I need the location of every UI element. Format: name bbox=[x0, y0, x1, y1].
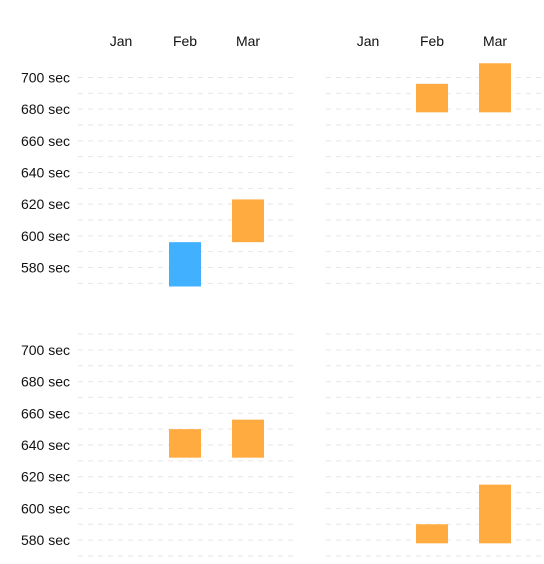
x-tick-label: Mar bbox=[236, 33, 260, 49]
bar-feb bbox=[416, 83, 448, 113]
y-tick-label: 580 sec bbox=[21, 532, 70, 548]
y-tick-label: 700 sec bbox=[21, 342, 70, 358]
x-tick-label: Jan bbox=[357, 33, 380, 49]
y-tick-label: 660 sec bbox=[21, 133, 70, 149]
bar-feb bbox=[169, 242, 201, 287]
bar-mar bbox=[232, 419, 264, 458]
chart-panel-3: 580 sec 600 sec 620 sec 640 sec 660 sec 680 s… bbox=[21, 333, 298, 557]
x-tick-label: Feb bbox=[173, 33, 197, 49]
y-tick-label: 620 sec bbox=[21, 469, 70, 485]
y-tick-label: 640 sec bbox=[21, 165, 70, 181]
bar-feb bbox=[416, 524, 448, 544]
y-tick-label: 700 sec bbox=[21, 70, 70, 86]
y-tick-label: 640 sec bbox=[21, 437, 70, 453]
y-tick-label: 600 sec bbox=[21, 500, 70, 516]
y-tick-label: 620 sec bbox=[21, 196, 70, 212]
x-tick-label: Feb bbox=[420, 33, 444, 49]
y-tick-label: 580 sec bbox=[21, 260, 70, 276]
x-tick-label: Jan bbox=[110, 33, 133, 49]
y-tick-label: 660 sec bbox=[21, 405, 70, 421]
right-column-headers: Jan Feb Mar bbox=[357, 33, 508, 49]
chart-panel-1: 580 sec 600 sec 620 sec 640 sec 660 sec 680 s… bbox=[21, 70, 298, 287]
left-column-headers: Jan Feb Mar bbox=[110, 33, 261, 49]
chart-panel-2 bbox=[326, 63, 544, 284]
y-tick-label: 600 sec bbox=[21, 228, 70, 244]
bar-mar bbox=[479, 63, 511, 113]
chart-panels: 580 sec 600 sec 620 sec 640 sec 660 sec 680 s… bbox=[21, 63, 544, 557]
x-tick-label: Mar bbox=[483, 33, 507, 49]
bar-feb bbox=[169, 429, 201, 458]
y-tick-label: 680 sec bbox=[21, 101, 70, 117]
bar-mar bbox=[479, 484, 511, 544]
chart-panel-4 bbox=[326, 333, 544, 557]
y-tick-label: 680 sec bbox=[21, 374, 70, 390]
bar-mar bbox=[232, 199, 264, 243]
